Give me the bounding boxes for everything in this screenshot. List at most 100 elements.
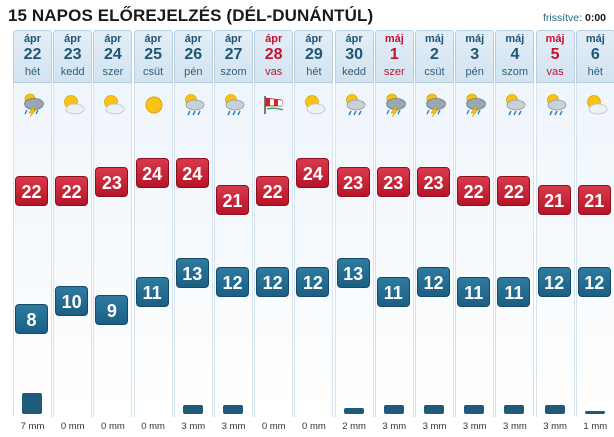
day-column[interactable]: ápr 25 csüt 24 11 0 mm (133, 30, 173, 437)
precipitation-label: 0 mm (261, 421, 286, 432)
day-column[interactable]: ápr 27 szom 21 12 3 mm (214, 30, 253, 437)
precipitation-label: 1 mm (583, 421, 608, 432)
precipitation-label: 3 mm (181, 421, 206, 432)
precipitation-label: 2 mm (342, 421, 366, 432)
max-temp-badge: 22 (256, 176, 290, 207)
max-temp-badge: 22 (15, 176, 48, 207)
min-temp-badge: 11 (457, 276, 491, 307)
day-column[interactable]: máj 4 szom 22 11 3 mm (495, 30, 535, 437)
month-label: ápr (64, 33, 82, 45)
min-temp-badge: 12 (417, 267, 450, 298)
day-column[interactable]: máj 1 szer 23 11 3 mm (374, 30, 414, 437)
day-header: máj 2 csüt (415, 30, 454, 83)
day-header: máj 3 pén (455, 30, 495, 83)
day-body (455, 83, 495, 417)
day-number: 29 (304, 46, 323, 63)
day-column[interactable]: ápr 23 kedd 22 10 0 mm (53, 30, 93, 437)
page-title: 15 NAPOS ELŐREJELZÉS (DÉL-DUNÁNTÚL) (8, 6, 374, 25)
partly-cloudy-icon (100, 92, 126, 118)
min-temp-badge: 12 (537, 267, 571, 298)
day-body (13, 83, 52, 417)
weekday-label: szom (220, 66, 247, 78)
weekday-label: hét (587, 66, 603, 78)
day-body (575, 83, 614, 417)
day-column[interactable]: máj 6 hét 21 12 1 mm (575, 30, 614, 437)
max-temp-badge: 21 (216, 185, 249, 216)
update-time: frissítve: 0:00 (543, 12, 606, 24)
day-header: ápr 27 szom (214, 30, 253, 83)
precipitation-bar (424, 405, 444, 414)
precipitation-label: 7 mm (20, 421, 45, 432)
partly-cloudy-icon (301, 92, 327, 118)
min-temp-badge: 10 (55, 285, 89, 316)
day-column[interactable]: ápr 28 vas 22 12 0 mm (254, 30, 294, 437)
precipitation-label: 0 mm (141, 421, 165, 432)
partly-cloudy-icon (60, 92, 86, 118)
day-body (53, 83, 93, 417)
min-temp-badge: 13 (336, 258, 370, 289)
day-body (294, 83, 334, 417)
day-number: 27 (224, 46, 243, 63)
windy-icon (261, 92, 287, 118)
month-label: ápr (104, 33, 122, 45)
precipitation-bar (504, 405, 525, 414)
max-temp-badge: 23 (95, 167, 129, 198)
day-header: máj 4 szom (495, 30, 535, 83)
day-column[interactable]: máj 2 csüt 23 12 3 mm (415, 30, 454, 437)
partly-cloudy-icon (583, 92, 609, 118)
day-number: 26 (184, 46, 203, 63)
thunderstorm-icon (382, 92, 408, 118)
day-header: ápr 30 kedd (334, 30, 374, 83)
thunderstorm-icon (20, 92, 46, 118)
day-column[interactable]: máj 5 vas 21 12 3 mm (535, 30, 575, 437)
day-number: 22 (23, 46, 42, 63)
min-temp-badge: 9 (95, 294, 129, 325)
day-header: máj 1 szer (374, 30, 414, 83)
min-temp-badge: 12 (577, 267, 611, 298)
weekday-label: kedd (60, 66, 85, 78)
month-label: máj (585, 33, 605, 45)
day-column[interactable]: ápr 30 kedd 23 13 2 mm (334, 30, 374, 437)
day-body (415, 83, 454, 417)
day-header: ápr 29 hét (294, 30, 334, 83)
weekday-label: pén (465, 66, 484, 78)
day-body (374, 83, 414, 417)
day-column[interactable]: ápr 26 pén 24 13 3 mm (173, 30, 213, 437)
precipitation-bar (544, 405, 565, 414)
forecast-header: 15 NAPOS ELŐREJELZÉS (DÉL-DUNÁNTÚL) fris… (0, 0, 614, 30)
day-number: 2 (430, 46, 439, 63)
min-temp-badge: 12 (296, 267, 330, 298)
day-column[interactable]: ápr 24 szer 23 9 0 mm (93, 30, 133, 437)
update-label: frissítve: (542, 12, 583, 24)
day-number: 25 (144, 46, 162, 63)
day-body (133, 83, 173, 417)
max-temp-badge: 22 (497, 176, 531, 207)
day-column[interactable]: máj 3 pén 22 11 3 mm (455, 30, 495, 437)
forecast-grid: ápr 22 hét 22 8 7 mm ápr 23 kedd 22 10 0 mm ápr 24 sze… (13, 30, 614, 437)
max-temp-badge: 21 (577, 185, 611, 216)
precipitation-label: 3 mm (462, 421, 487, 432)
day-number: 3 (470, 46, 480, 63)
max-temp-badge: 24 (296, 158, 330, 189)
month-label: ápr (224, 33, 243, 45)
day-body (495, 83, 535, 417)
weekday-label: vas (546, 66, 564, 78)
weekday-label: csüt (143, 66, 164, 78)
weekday-label: szer (102, 66, 124, 78)
day-header: ápr 24 szer (93, 30, 133, 83)
day-header: máj 5 vas (535, 30, 575, 83)
precipitation-bar (343, 408, 364, 414)
month-label: ápr (144, 33, 162, 45)
day-body (254, 83, 294, 417)
day-header: máj 6 hét (575, 30, 614, 83)
day-header: ápr 26 pén (173, 30, 213, 83)
sun-rain-icon (221, 92, 247, 118)
day-body (173, 83, 213, 417)
day-number: 6 (590, 46, 600, 63)
weekday-label: hét (24, 66, 41, 78)
precipitation-label: 3 mm (221, 421, 246, 432)
day-column[interactable]: ápr 22 hét 22 8 7 mm (13, 30, 52, 437)
min-temp-badge: 12 (256, 267, 290, 298)
day-column[interactable]: ápr 29 hét 24 12 0 mm (294, 30, 334, 437)
weekday-label: pén (184, 66, 203, 78)
